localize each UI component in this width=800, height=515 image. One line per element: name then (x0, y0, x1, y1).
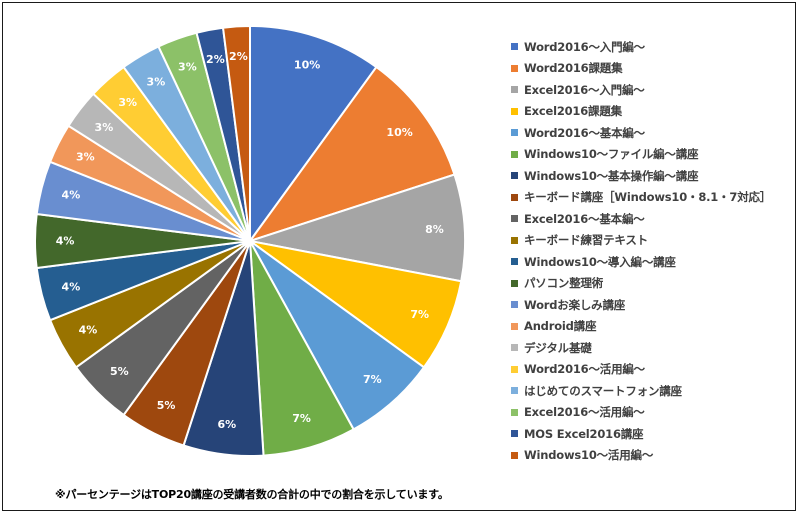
slice-data-label-3: 8% (425, 223, 444, 236)
legend-item-9: Excel2016～基本編～ (511, 208, 800, 230)
pie-slice-2 (247, 65, 456, 243)
legend-label: キーボード講座［Windows10・8.1・7対応］ (524, 190, 772, 205)
legend-label: デジタル基礎 (524, 340, 592, 355)
legend-swatch (511, 322, 518, 330)
legend-swatch (511, 387, 518, 395)
legend-item-7: Windows10～基本操作編～講座 (511, 165, 800, 187)
legend-label: Excel2016～活用編～ (524, 405, 645, 420)
legend-item-15: デジタル基礎 (511, 337, 800, 359)
slice-data-label-18: 3% (178, 61, 197, 74)
slice-data-label-20: 2% (229, 50, 248, 63)
legend-swatch (511, 451, 518, 459)
footnote: ※パーセンテージはTOP20講座の受講者数の合計の中での割合を示しています。 (55, 488, 449, 501)
legend-item-18: Excel2016～活用編～ (511, 402, 800, 424)
legend-swatch (511, 301, 518, 309)
legend-item-10: キーボード練習テキスト (511, 230, 800, 252)
slice-data-label-15: 3% (95, 121, 114, 134)
legend-label: Word2016～活用編～ (524, 362, 645, 377)
pie-slice-20 (221, 24, 251, 242)
legend-label: Windows10～ファイル編～講座 (524, 147, 699, 162)
slice-data-label-6: 7% (292, 412, 311, 425)
legend-label: Word2016～入門編～ (524, 39, 645, 54)
legend-swatch (511, 64, 518, 72)
legend-swatch (511, 150, 518, 158)
legend-label: Word2016～基本編～ (524, 125, 645, 140)
legend: Word2016～入門編～ Word2016課題集 Excel2016～入門編～ Ex… (511, 36, 800, 466)
legend-swatch (511, 129, 518, 137)
legend-swatch (511, 258, 518, 266)
legend-swatch (511, 408, 518, 416)
legend-item-14: Android講座 (511, 316, 800, 338)
slice-data-label-19: 2% (206, 53, 225, 66)
legend-label: MOS Excel2016講座 (524, 426, 644, 441)
legend-item-17: はじめてのスマートフォン講座 (511, 380, 800, 402)
slice-data-label-10: 4% (79, 324, 98, 337)
slice-data-label-11: 4% (62, 281, 81, 294)
legend-item-16: Word2016～活用編～ (511, 359, 800, 381)
legend-swatch (511, 365, 518, 373)
legend-label: Word2016課題集 (524, 61, 623, 76)
slice-data-label-17: 3% (147, 75, 166, 88)
legend-swatch (511, 215, 518, 223)
slice-data-label-13: 4% (62, 189, 81, 202)
legend-item-3: Excel2016～入門編～ (511, 79, 800, 101)
slice-data-label-16: 3% (118, 96, 137, 109)
legend-item-2: Word2016課題集 (511, 58, 800, 80)
legend-label: Windows10～活用編～ (524, 448, 654, 463)
legend-item-12: パソコン整理術 (511, 273, 800, 295)
legend-item-5: Word2016～基本編～ (511, 122, 800, 144)
legend-swatch (511, 193, 518, 201)
pie-slice-1 (249, 24, 378, 245)
slice-data-label-4: 7% (410, 308, 429, 321)
legend-label: Wordお楽しみ講座 (524, 297, 626, 312)
legend-swatch (511, 43, 518, 51)
legend-item-8: キーボード講座［Windows10・8.1・7対応］ (511, 187, 800, 209)
legend-label: パソコン整理術 (524, 276, 604, 291)
slice-data-label-9: 5% (110, 365, 129, 378)
legend-item-4: Excel2016課題集 (511, 101, 800, 123)
legend-item-19: MOS Excel2016講座 (511, 423, 800, 445)
slice-data-label-8: 5% (157, 399, 176, 412)
legend-swatch (511, 279, 518, 287)
slice-data-label-12: 4% (56, 235, 75, 248)
legend-label: Android講座 (524, 319, 597, 334)
legend-label: Excel2016課題集 (524, 104, 622, 119)
legend-item-6: Windows10～ファイル編～講座 (511, 144, 800, 166)
legend-swatch (511, 172, 518, 180)
slice-data-label-5: 7% (363, 373, 382, 386)
slice-data-label-14: 3% (76, 151, 95, 164)
legend-swatch (511, 430, 518, 438)
slice-data-label-2: 10% (386, 126, 412, 139)
slice-data-label-1: 10% (294, 59, 320, 72)
legend-item-20: Windows10～活用編～ (511, 445, 800, 467)
legend-item-13: Wordお楽しみ講座 (511, 294, 800, 316)
legend-label: はじめてのスマートフォン講座 (524, 383, 682, 398)
legend-swatch (511, 236, 518, 244)
legend-label: Windows10～基本操作編～講座 (524, 168, 699, 183)
legend-label: Excel2016～基本編～ (524, 211, 645, 226)
slice-data-label-7: 6% (217, 418, 236, 431)
legend-item-1: Word2016～入門編～ (511, 36, 800, 58)
legend-label: Excel2016～入門編～ (524, 82, 645, 97)
legend-label: Windows10～導入編～講座 (524, 254, 676, 269)
legend-item-11: Windows10～導入編～講座 (511, 251, 800, 273)
legend-swatch (511, 86, 518, 94)
legend-swatch (511, 107, 518, 115)
legend-label: キーボード練習テキスト (524, 233, 648, 248)
pie-slice-3 (249, 173, 466, 283)
pie-chart: 10% 10% 8% 7% 7% 7% 6% 5% 5% 4% 4% 4% 4% 3% 3% 3% 3% 3% 2%… (34, 24, 466, 457)
legend-swatch (511, 344, 518, 352)
